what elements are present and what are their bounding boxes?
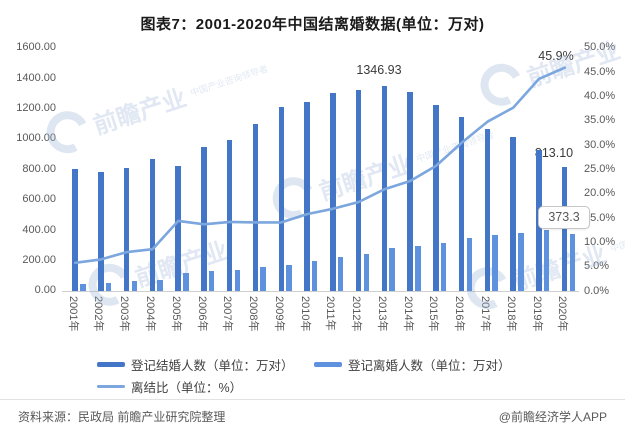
marriage-bar-2007年[interactable] — [226, 140, 233, 291]
right-y-axis-label: 40.0% — [584, 89, 616, 102]
left-y-axis-label: 1400.00 — [16, 71, 56, 84]
legend-swatch-marriage-icon — [97, 362, 125, 367]
divorce-bar-2003年[interactable] — [131, 281, 138, 291]
legend-label-divorce: 登记离婚人数（单位：万对） — [348, 359, 511, 373]
data-label-marriage-2013: 1346.93 — [356, 63, 402, 77]
divorce-bar-2011年[interactable] — [337, 257, 344, 291]
left-y-axis-label: 200.00 — [22, 254, 56, 266]
divorce-bar-2015年[interactable] — [440, 243, 447, 291]
divorce-bar-2019年[interactable] — [543, 229, 550, 291]
chart-title: 图表7：2001-2020年中国结离婚数据(单位：万对) — [140, 16, 485, 33]
divorce-bar-2002年[interactable] — [105, 283, 112, 291]
right-y-axis-label: 45.0% — [584, 65, 616, 78]
marriage-bar-2010年[interactable] — [304, 102, 310, 291]
marriage-bar-2016年[interactable] — [458, 117, 465, 291]
footer-divider — [0, 399, 625, 400]
marriage-bar-2005年[interactable] — [175, 165, 181, 291]
right-y-axis-label: 35.0% — [584, 114, 616, 127]
marriage-bar-2004年[interactable] — [149, 159, 156, 291]
marriage-bar-2011年[interactable] — [330, 93, 336, 291]
left-y-axis-label: 1600.00 — [16, 41, 56, 54]
marriage-bar-2003年[interactable] — [123, 167, 130, 291]
left-y-axis-label: 400.00 — [22, 223, 56, 236]
divorce-marriage-ratio-line[interactable] — [73, 66, 567, 265]
divorce-bar-2006年[interactable] — [208, 271, 215, 291]
data-label-ratio-2020: 45.9% — [538, 49, 574, 63]
divorce-bar-2018年[interactable] — [518, 233, 524, 291]
legend-item-divorce[interactable]: 登记离婚人数（单位：万对） — [314, 355, 511, 374]
legend-item-marriage[interactable]: 登记结婚人数（单位：万对） — [97, 355, 294, 374]
right-y-axis-label: 20.0% — [584, 187, 616, 200]
marriage-bar-2006年[interactable] — [201, 147, 207, 291]
marriage-bar-2017年[interactable] — [484, 129, 491, 291]
right-y-axis-label: 15.0% — [584, 211, 616, 224]
left-y-axis-label: 800.00 — [22, 162, 56, 175]
divorce-bar-2013年[interactable] — [389, 248, 395, 291]
legend-swatch-divorce-icon — [314, 362, 342, 367]
x-axis-line — [62, 291, 579, 292]
right-y-axis-label: 5.0% — [584, 260, 610, 273]
divorce-bar-2004年[interactable] — [157, 279, 163, 291]
right-y-axis-label: 10.0% — [584, 235, 616, 248]
divorce-bar-2005年[interactable] — [183, 272, 189, 291]
credit-note: @前瞻经济学人APP — [498, 410, 607, 424]
marriage-bar-2014年[interactable] — [407, 92, 413, 291]
tooltip-divorce-2020: 373.3 — [538, 206, 590, 229]
left-y-axis-label: 600.00 — [22, 193, 56, 206]
legend-swatch-ratio-icon — [97, 385, 125, 388]
data-label-marriage-2020: 813.10 — [534, 146, 574, 160]
divorce-bar-2012年[interactable] — [363, 254, 370, 291]
marriage-bar-2012年[interactable] — [355, 89, 362, 291]
right-y-axis-label: 50.0% — [584, 41, 616, 54]
divorce-bar-2010年[interactable] — [311, 261, 318, 291]
divorce-bar-2007年[interactable] — [234, 269, 241, 291]
divorce-bar-2016年[interactable] — [466, 238, 473, 291]
left-y-axis-label: 1000.00 — [16, 132, 56, 145]
right-y-axis-label: 0.0% — [584, 284, 610, 297]
divorce-bar-2017年[interactable] — [492, 234, 498, 291]
divorce-bar-2014年[interactable] — [415, 246, 421, 291]
marriage-bar-2018年[interactable] — [510, 137, 516, 291]
divorce-bar-2009年[interactable] — [286, 265, 292, 291]
legend-item-ratio[interactable]: 离结比（单位：%） — [97, 377, 242, 396]
right-y-axis-label: 25.0% — [584, 162, 616, 175]
divorce-bar-2008年[interactable] — [260, 267, 266, 291]
marriage-bar-2015年[interactable] — [433, 104, 439, 291]
left-y-axis-label: 1200.00 — [16, 102, 56, 114]
divorce-bar-2001年[interactable] — [80, 283, 86, 291]
marriage-bar-2009年[interactable] — [278, 106, 285, 291]
marriage-bar-2002年[interactable] — [98, 171, 104, 291]
source-note: 资料来源：民政局 前瞻产业研究院整理 — [18, 410, 226, 424]
right-y-axis-label: 30.0% — [584, 138, 616, 151]
left-y-axis-label: 0.00 — [34, 284, 56, 297]
legend-label-marriage: 登记结婚人数（单位：万对） — [131, 359, 294, 373]
marriage-bar-2020年[interactable] — [561, 167, 568, 291]
divorce-bar-2020年[interactable] — [569, 234, 576, 291]
legend-label-ratio: 离结比（单位：%） — [131, 381, 243, 395]
marriage-bar-2001年[interactable] — [72, 168, 78, 291]
marriage-bar-2008年[interactable] — [252, 124, 259, 291]
